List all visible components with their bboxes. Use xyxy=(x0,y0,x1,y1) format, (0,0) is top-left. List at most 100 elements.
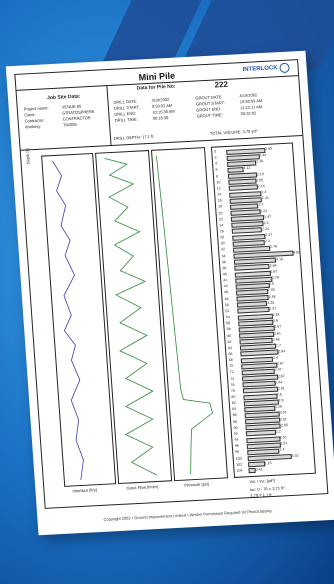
volume-bar-value: 2.84 xyxy=(277,349,286,354)
job-field-label: Client: xyxy=(24,111,36,118)
grout-flow-plot xyxy=(95,150,173,485)
bar-row-depth: 38 xyxy=(222,265,227,271)
summary-line-1: Inc: 0 - 76 = 3.71 ft³ xyxy=(249,485,285,493)
bar-row-depth: 18 xyxy=(217,204,223,209)
volume-bar-value: 2.78 xyxy=(269,244,278,250)
volume-bar-value: 2.25 xyxy=(267,300,275,305)
logo-icon xyxy=(279,62,290,74)
volume-bar-value: 1.12 xyxy=(243,166,251,171)
volume-bar-value: 2.76 xyxy=(271,275,280,280)
volume-bar-value: 2.64 xyxy=(269,263,277,268)
bar-row-depth: 90 xyxy=(233,425,238,430)
divider xyxy=(106,85,112,146)
drill-field-value: 10:15:36 AM xyxy=(152,108,175,115)
volume-bar-value: 2.5 xyxy=(269,281,275,287)
volume-bar-value: 2.28 xyxy=(274,404,283,410)
volume-bar-value: 4.58 xyxy=(293,249,301,255)
volume-bar-value: 2.1 xyxy=(258,202,264,207)
volume-bar-value: 0.41 xyxy=(255,467,263,472)
report-frame: Mini Pile INTERLOCK Job Site Data: Proje… xyxy=(14,59,329,509)
volume-bar-value: 2.7 xyxy=(275,343,282,348)
bar-row-depth: 6 xyxy=(215,167,218,173)
bar-row-depth: 72 xyxy=(229,370,234,375)
bar-row-depth: 76 xyxy=(230,382,235,387)
bar-row-depth: 50 xyxy=(224,302,230,308)
volume-bar-value: 2.47 xyxy=(274,367,282,373)
bar-row-depth: 58 xyxy=(226,327,231,332)
volume-bar-value: 2.14 xyxy=(257,183,265,189)
job-heading: Job Site Data: xyxy=(46,93,81,102)
volume-bar-value: 2.4 xyxy=(279,447,285,452)
volume-bar-value: 2.21 xyxy=(260,208,268,213)
drill-depth: DRILL DEPTH: 17.1 ft xyxy=(113,133,154,141)
volume-bar-value: 2.61 xyxy=(272,312,280,317)
bar-row-depth: 10 xyxy=(216,180,221,185)
bar-row-depth: 34 xyxy=(221,253,226,258)
bar-row-depth: 0 xyxy=(214,149,217,154)
job-field-value: CONTRACTOR xyxy=(62,115,91,122)
volume-bar-panel: 0 2.93 2 2.44 4 2.16 6 1.12 8 2.13 10 2.05 12 2.14 14 2… xyxy=(210,142,316,478)
volume-bar-value: 2.61 xyxy=(277,386,285,391)
depth-axis-label: Depth [ft] xyxy=(24,148,31,165)
volume-bar-value: 2.47 xyxy=(263,214,272,219)
grout-field-value: 4/14/2002 xyxy=(239,92,258,99)
bar-row-depth: 40 xyxy=(222,272,227,277)
bar-row-depth: 42 xyxy=(223,278,228,283)
bar-header: Vol. / Inc. [yd³] xyxy=(249,477,275,485)
bar-row-depth: 86 xyxy=(232,413,237,418)
grout-field-value: 11:22:11 AM xyxy=(240,104,263,111)
volume-bar-value: 2.4 xyxy=(264,239,271,244)
bar-row-depth: 48 xyxy=(224,296,229,301)
bar-row-depth: 24 xyxy=(219,223,224,228)
bar-row-depth: 28 xyxy=(220,235,225,240)
volume-bar xyxy=(227,167,244,173)
bar-row-depth: 88 xyxy=(232,419,238,424)
bar-row-depth: 22 xyxy=(218,216,224,222)
volume-bar-value: 2.16 xyxy=(256,159,264,164)
bar-row-depth: 8 xyxy=(215,174,219,179)
logo-text: INTERLOCK xyxy=(242,65,278,74)
volume-bar-value: 2.41 xyxy=(261,196,270,201)
total-volume: TOTAL VOLUME: 3.79 yd³ xyxy=(209,128,258,136)
volume-bar-value: 2.4 xyxy=(263,220,269,225)
volume-bar-value: 2.51 xyxy=(280,441,288,446)
bar-row-depth: 102 xyxy=(235,462,243,467)
volume-bar-value: 2.65 xyxy=(280,422,289,428)
bar-row-depth: 78 xyxy=(230,388,236,393)
volume-bar-value: 2.05 xyxy=(256,177,264,183)
job-field-label: Contractor: xyxy=(24,117,45,124)
bar-row-depth: 84 xyxy=(232,407,237,412)
volume-bar-value: 2.51 xyxy=(279,435,288,440)
bar-row-depth: 36 xyxy=(221,259,227,265)
volume-bar-value: 2.44 xyxy=(275,380,283,385)
interface-plot xyxy=(41,152,117,487)
bar-row-depth: 20 xyxy=(218,210,223,215)
bar-row-depth: 26 xyxy=(219,229,224,234)
job-field-value: VENUE 85 xyxy=(61,103,82,110)
bar-row-depth: 104 xyxy=(236,468,243,473)
volume-bar-value: 2.38 xyxy=(268,294,276,299)
volume-bar-value: 2.4 xyxy=(272,355,279,360)
bar-row-depth: 96 xyxy=(234,443,239,449)
volume-bar-value: 2.67 xyxy=(270,269,278,274)
interface-curve xyxy=(52,160,84,481)
bar-row-depth: 82 xyxy=(231,400,236,406)
bar-row-depth: 70 xyxy=(229,364,234,369)
volume-bar-value: 2.4 xyxy=(261,189,267,195)
volume-bar-value: 2.67 xyxy=(276,361,284,366)
volume-bars: 0 2.93 2 2.44 4 2.16 6 1.12 8 2.13 10 2.05 12 2.14 14 2… xyxy=(212,144,300,474)
bar-row-depth: 94 xyxy=(234,437,239,443)
bar-row-depth: 74 xyxy=(229,376,235,381)
grout-flow-curve xyxy=(104,157,157,476)
volume-bar-value: 2.6 xyxy=(272,318,279,323)
volume-bar-value: 2.61 xyxy=(279,416,288,422)
volume-bar-value: 2.67 xyxy=(274,324,282,330)
bar-row-depth: 44 xyxy=(223,284,228,289)
bar-row-depth: 16 xyxy=(217,198,222,203)
pile-report-sheet: Mini Pile INTERLOCK Job Site Data: Proje… xyxy=(5,50,334,536)
axis-label-pressure: Pressure [psi] xyxy=(184,481,210,488)
volume-bar-value: 2.67 xyxy=(277,373,285,379)
axis-label-grout-flow: Grout Flow [l/min] xyxy=(126,483,158,491)
volume-bar-value: 2.35 xyxy=(267,288,275,293)
grout-field-value: 00:32:02 xyxy=(240,110,257,117)
